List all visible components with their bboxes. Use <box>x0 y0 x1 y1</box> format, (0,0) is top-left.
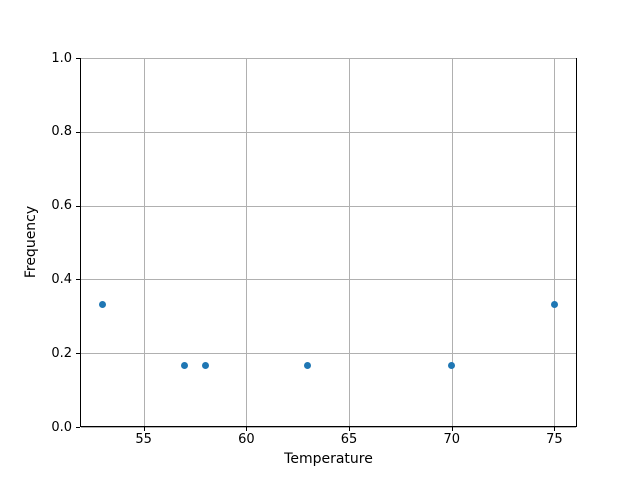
y-gridline-0.0 <box>81 427 576 428</box>
y-axis-label: Frequency <box>23 205 39 279</box>
data-point-57 <box>181 361 189 369</box>
y-tick-mark-1.0 <box>76 58 80 59</box>
x-gridline-55 <box>143 59 145 426</box>
y-tick-mark-0.0 <box>76 427 80 428</box>
x-tick-label-65: 65 <box>340 432 358 447</box>
y-tick-mark-0.6 <box>76 205 80 207</box>
y-gridline-1.0 <box>81 58 576 59</box>
y-tick-mark-0.8 <box>76 131 80 133</box>
y-tick-mark-0.4 <box>76 279 80 281</box>
data-point-63 <box>304 361 312 369</box>
data-point-58 <box>201 361 209 369</box>
x-tick-mark-65 <box>349 427 351 431</box>
y-tick-label-0.2: 0.2 <box>51 345 72 361</box>
x-axis-label: Temperature <box>284 451 373 467</box>
y-gridline-0.2 <box>81 353 576 355</box>
data-point-53 <box>99 300 107 308</box>
x-tick-label-70: 70 <box>443 432 460 447</box>
x-tick-mark-55 <box>143 427 145 431</box>
y-tick-mark-0.2 <box>76 353 80 355</box>
x-tick-mark-60 <box>246 427 248 431</box>
y-tick-label-0.0: 0.0 <box>51 419 72 435</box>
data-point-75 <box>550 300 558 308</box>
y-gridline-0.8 <box>81 131 576 133</box>
y-tick-label-0.6: 0.6 <box>51 198 72 214</box>
y-tick-label-0.8: 0.8 <box>51 124 72 140</box>
x-gridline-65 <box>349 59 351 426</box>
y-gridline-0.4 <box>81 279 576 281</box>
y-tick-label-1.0: 1.0 <box>51 50 72 66</box>
x-gridline-60 <box>246 59 248 426</box>
y-gridline-0.6 <box>81 205 576 207</box>
y-tick-label-0.4: 0.4 <box>51 271 72 287</box>
x-tick-mark-70 <box>451 427 453 431</box>
x-gridline-75 <box>554 59 556 426</box>
x-tick-label-55: 55 <box>135 432 152 447</box>
x-tick-label-75: 75 <box>546 432 563 447</box>
x-tick-label-60: 60 <box>238 432 255 447</box>
plot-area <box>80 58 577 428</box>
x-gridline-70 <box>451 59 453 426</box>
x-tick-mark-75 <box>554 427 556 431</box>
data-point-70 <box>448 361 456 369</box>
